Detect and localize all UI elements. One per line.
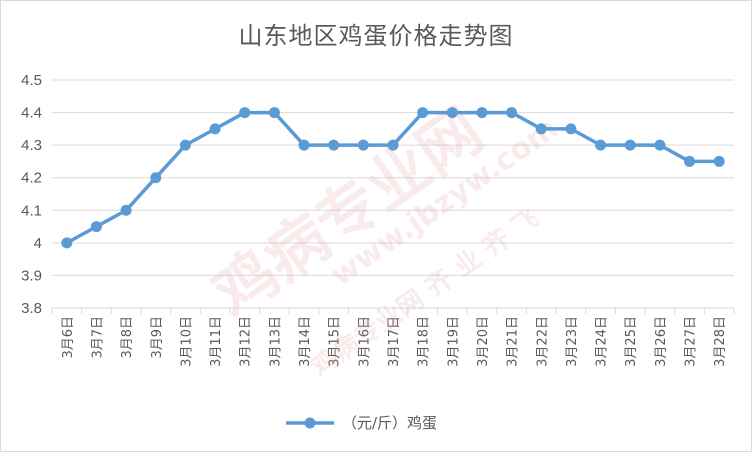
x-tick-label: 3月21日 xyxy=(506,316,521,367)
x-tick-label: 3月24日 xyxy=(595,316,610,367)
x-tick-label: 3月19日 xyxy=(446,316,461,367)
data-point xyxy=(90,221,102,233)
y-tick-label: 3.8 xyxy=(21,300,42,317)
data-point xyxy=(506,107,518,119)
x-tick-label: 3月14日 xyxy=(298,316,313,367)
y-tick-label: 3.9 xyxy=(21,267,42,284)
series-group xyxy=(61,107,725,249)
data-point xyxy=(654,139,666,151)
legend: （元/斤）鸡蛋 xyxy=(286,414,437,432)
data-point xyxy=(624,139,636,151)
x-tick-label: 3月6日 xyxy=(61,316,76,359)
x-tick-labels: 3月6日 3月7日 3月8日 3月9日 3月10日 3月11日 3月12日 3月13日 3月14… xyxy=(61,316,728,367)
y-tick-label: 4.5 xyxy=(21,72,42,89)
x-tick-label: 3月7日 xyxy=(90,316,105,359)
x-tick-label: 3月26日 xyxy=(654,316,669,367)
legend-marker-swatch xyxy=(304,417,316,429)
legend-label: （元/斤）鸡蛋 xyxy=(342,414,437,432)
y-tick-label: 4.1 xyxy=(21,202,42,219)
x-tick-label: 3月18日 xyxy=(417,316,432,367)
data-point xyxy=(387,139,399,151)
x-tick-label: 3月22日 xyxy=(535,316,550,367)
x-tick-label: 3月10日 xyxy=(179,316,194,367)
x-tick-label: 3月9日 xyxy=(150,316,165,359)
x-tick-label: 3月15日 xyxy=(328,316,343,367)
x-tick-label: 3月27日 xyxy=(684,316,699,367)
data-point xyxy=(150,172,162,184)
x-tick-label: 3月12日 xyxy=(239,316,254,367)
data-point xyxy=(476,107,488,119)
y-tick-label: 4.3 xyxy=(21,137,42,154)
data-point xyxy=(595,139,607,151)
data-point xyxy=(120,204,132,216)
data-point xyxy=(357,139,369,151)
data-point xyxy=(179,139,191,151)
x-tick-label: 3月25日 xyxy=(624,316,639,367)
y-tick-label: 4.2 xyxy=(21,170,42,187)
x-tick-label: 3月16日 xyxy=(357,316,372,367)
data-point xyxy=(209,123,221,135)
data-point xyxy=(713,155,725,167)
x-tick-label: 3月28日 xyxy=(713,316,728,367)
data-point xyxy=(298,139,310,151)
x-tick-label: 3月20日 xyxy=(476,316,491,367)
data-point xyxy=(61,237,73,249)
y-tick-label: 4 xyxy=(34,235,42,252)
data-point xyxy=(268,107,280,119)
data-point xyxy=(684,155,696,167)
x-tick-label: 3月11日 xyxy=(209,316,224,367)
data-point xyxy=(446,107,458,119)
data-point xyxy=(417,107,429,119)
y-tick-label: 4.4 xyxy=(21,105,42,122)
x-tick-label: 3月8日 xyxy=(120,316,135,359)
data-point xyxy=(239,107,251,119)
data-point xyxy=(565,123,577,135)
x-tick-label: 3月17日 xyxy=(387,316,402,367)
data-point xyxy=(328,139,340,151)
chart-title: 山东地区鸡蛋价格走势图 xyxy=(238,22,514,50)
data-point xyxy=(535,123,547,135)
x-tick-label: 3月13日 xyxy=(268,316,283,367)
y-tick-labels: 4.5 4.4 4.3 4.2 4.1 4 3.9 3.8 xyxy=(21,72,42,317)
x-tick-label: 3月23日 xyxy=(565,316,580,367)
